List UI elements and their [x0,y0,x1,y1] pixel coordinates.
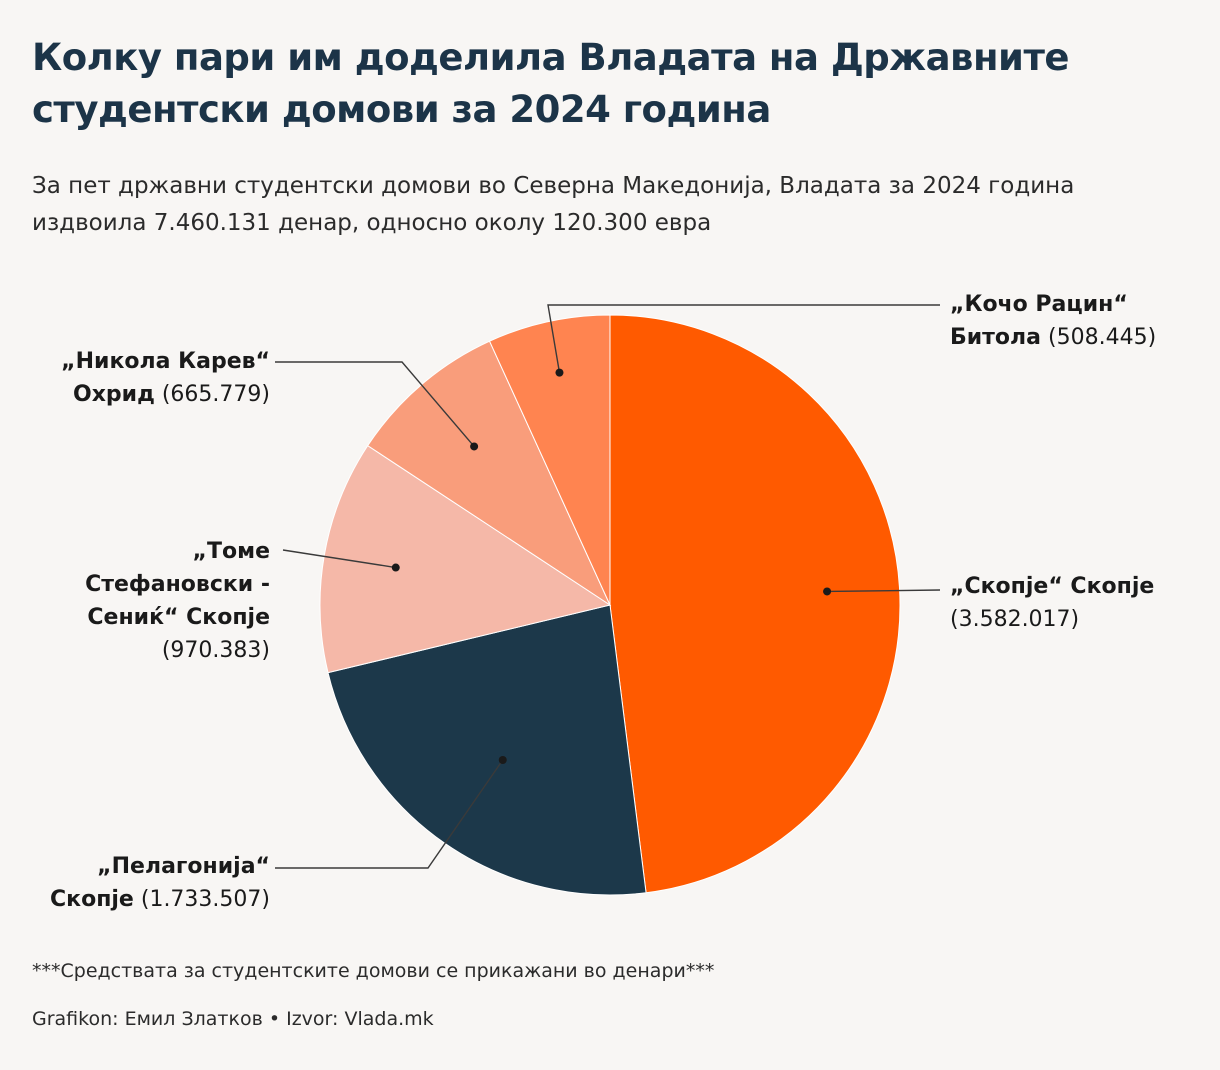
slice-tome-stefanovski [319,444,612,674]
slice-skopje [609,314,901,894]
slice-kocho-racin-leader-dot [555,368,564,377]
slice-nikola-karev-leader-line [275,361,475,447]
label-kocho-racin: „Кочо Рацин“ Битола (508.445) [950,292,1157,350]
slice-skopje-leader-line [827,589,941,593]
author-credit: Grafikon: Емил Златков [32,1008,263,1030]
slice-pelagonija-leader-dot [498,756,507,765]
separator-dot: • [268,1008,281,1030]
slice-skopje-leader-dot [823,587,832,596]
chart-subtitle: За пет државни студентски домови во Севе… [32,173,1075,236]
label-pelagonija: „Пелагонија“ Скопје (1.733.507) [50,854,270,912]
slice-kocho-racin-leader-line [547,304,940,373]
label-skopje: „Скопје“ Скопје (3.582.017) [950,574,1155,632]
slice-tome-stefanovski-leader-dot [391,563,400,572]
slice-kocho-racin [488,314,611,606]
label-tome-stefanovski: „Томе Стефановски - Сениќ“ Скопје (970.3… [85,539,270,663]
source-line: Grafikon: Емил Златков • Izvor: Vlada.mk [32,1008,434,1030]
footnote: ***Средствата за студентските домови се … [32,960,715,982]
label-nikola-karev: „Никола Карев“ Охрид (665.779) [61,349,270,407]
slice-nikola-karev-leader-dot [470,442,479,451]
slice-pelagonija-leader-line [275,759,504,869]
slice-tome-stefanovski-leader-line [282,549,396,569]
source-credit: Izvor: Vlada.mk [286,1008,434,1030]
chart-title: Колку пари им доделила Владата на Државн… [32,36,1070,131]
